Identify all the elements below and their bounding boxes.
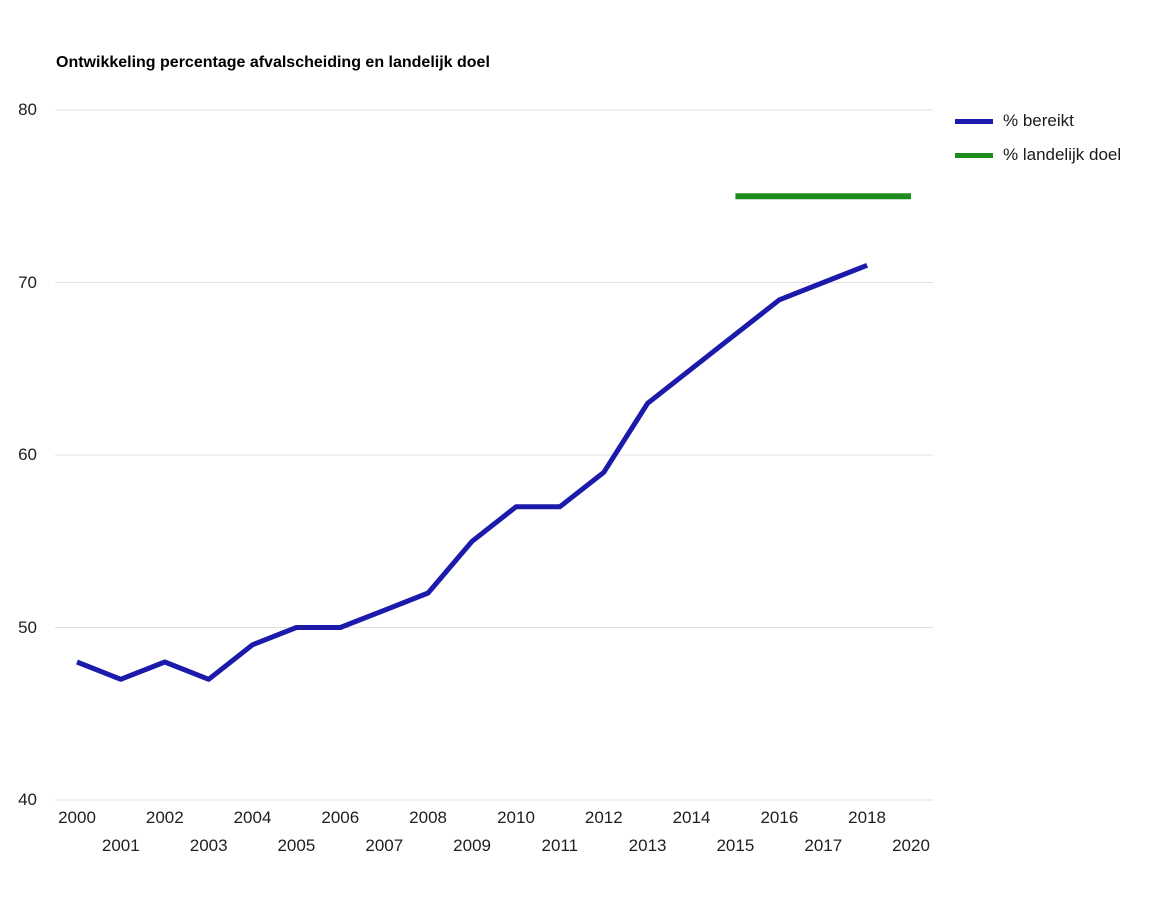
x-tick-label-2014: 2014 <box>672 808 711 827</box>
legend-item-bereikt: % bereikt <box>955 104 1121 138</box>
x-tick-label-2016: 2016 <box>760 808 799 827</box>
x-tick-label-2000: 2000 <box>58 808 96 827</box>
x-tick-label-2010: 2010 <box>497 808 535 827</box>
y-tick-label-70: 70 <box>18 272 37 292</box>
chart-title: Ontwikkeling percentage afvalscheiding e… <box>56 54 490 71</box>
x-tick-label-2001: 2001 <box>101 836 140 855</box>
legend: % bereikt % landelijk doel <box>955 104 1121 172</box>
legend-line-swatch-green <box>955 152 993 158</box>
x-tick-label-2013: 2013 <box>628 836 667 855</box>
y-tick-label-50: 50 <box>18 617 37 637</box>
x-tick-label-2018: 2018 <box>848 808 887 827</box>
x-tick-label-2002: 2002 <box>145 808 184 827</box>
y-tick-label-40: 40 <box>18 790 37 809</box>
x-tick-label-2005: 2005 <box>277 836 316 855</box>
legend-line-swatch-blue <box>955 118 993 124</box>
series-line-bereikt <box>76 262 869 682</box>
x-tick-label-2015: 2015 <box>716 836 755 855</box>
legend-label-bereikt: % bereikt <box>1003 111 1074 130</box>
x-tick-label-2012: 2012 <box>584 808 623 827</box>
legend-label-landelijk-doel: % landelijk doel <box>1003 145 1122 164</box>
x-tick-label-2011: 2011 <box>541 836 579 855</box>
x-tick-label-2004: 2004 <box>233 808 272 827</box>
y-tick-label-80: 80 <box>18 100 37 119</box>
y-tick-label-60: 60 <box>18 445 37 464</box>
x-tick-label-2003: 2003 <box>189 836 228 855</box>
x-tick-label-2009: 2009 <box>453 836 492 855</box>
x-tick-label-2006: 2006 <box>321 808 360 827</box>
x-tick-label-2007: 2007 <box>365 836 404 855</box>
legend-item-landelijk-doel: % landelijk doel <box>955 138 1121 172</box>
x-tick-label-2017: 2017 <box>804 836 843 855</box>
x-tick-label-2020: 2020 <box>892 836 930 855</box>
x-tick-label-2008: 2008 <box>409 808 448 827</box>
